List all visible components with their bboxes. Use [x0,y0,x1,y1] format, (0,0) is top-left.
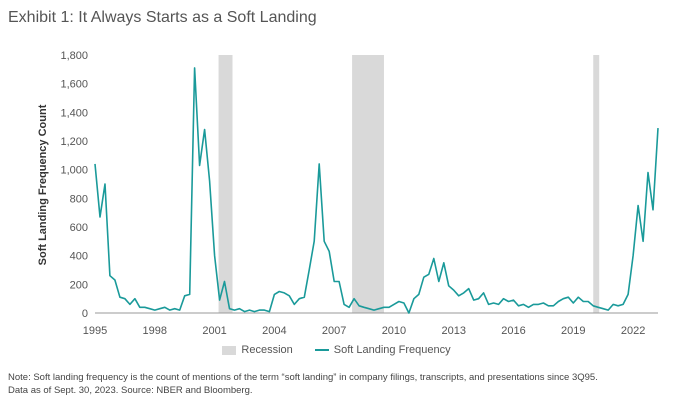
x-tick-label: 2013 [441,325,465,337]
chart-note: Note: Soft landing frequency is the coun… [8,371,648,397]
x-axis-ticks: 1995 1998 2001 2004 2007 2010 2013 2016 2019 2022 [83,325,646,337]
y-tick-label: 400 [70,251,88,263]
legend-swatch-soft-landing-frequency [314,349,329,351]
recession-band-1 [218,55,233,313]
y-tick-label: 600 [70,222,88,234]
legend-item-recession: Recession [222,344,293,356]
recession-band-2 [352,55,384,313]
recession-bands [218,55,600,313]
note-line-1: Note: Soft landing frequency is the coun… [8,372,598,383]
legend-label-soft-landing-frequency: Soft Landing Frequency [333,344,451,356]
recession-band-3 [593,55,600,313]
x-tick-label: 2004 [262,325,286,337]
legend: Recession Soft Landing Frequency [0,344,673,356]
y-tick-label: 1,000 [60,165,88,177]
y-tick-label: 1,400 [60,107,88,119]
legend-label-recession: Recession [241,344,293,356]
y-tick-label: 200 [70,279,88,291]
x-tick-label: 1998 [143,325,167,337]
x-tick-label: 2010 [382,325,406,337]
legend-swatch-recession [222,345,237,355]
x-tick-label: 2022 [621,325,645,337]
x-tick-label: 2019 [561,325,585,337]
x-tick-label: 2016 [501,325,525,337]
y-tick-label: 1,600 [60,79,88,91]
y-axis-ticks: 0 200 400 600 800 1,000 1,200 1,400 1,600 1,800 [60,50,88,320]
y-axis-label: Soft Landing Frequency Count [37,104,49,265]
chart-title: Exhibit 1: It Always Starts as a Soft La… [8,9,317,26]
x-tick-label: 2007 [322,325,346,337]
x-tick-label: 1995 [83,325,107,337]
y-tick-label: 0 [82,308,88,320]
legend-item-soft-landing-frequency: Soft Landing Frequency [314,344,451,356]
x-tick-label: 2001 [202,325,226,337]
series-line-soft-landing-frequency [94,67,659,314]
y-tick-label: 800 [70,193,88,205]
y-tick-label: 1,800 [60,50,88,62]
note-line-2: Data as of Sept. 30, 2023. Source: NBER … [8,385,253,396]
y-tick-label: 1,200 [60,136,88,148]
line-chart: 0 200 400 600 800 1,000 1,200 1,400 1,600 1,800 1… [37,50,659,337]
